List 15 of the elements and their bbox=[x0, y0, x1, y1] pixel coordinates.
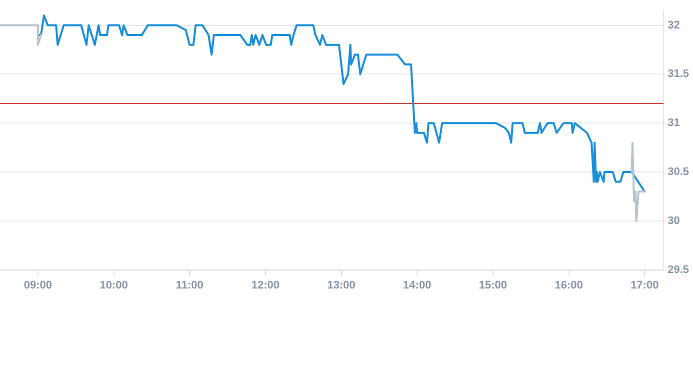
y-tick-label: 30 bbox=[668, 214, 680, 227]
x-tick-label: 15:00 bbox=[478, 279, 508, 292]
y-tick-label: 31.5 bbox=[668, 68, 690, 80]
x-tick-label: 13:00 bbox=[327, 279, 356, 292]
x-tick-label: 17:00 bbox=[630, 279, 659, 292]
x-tick-label: 10:00 bbox=[100, 279, 128, 292]
y-tick-label: 32 bbox=[668, 19, 680, 32]
x-tick-label: 09:00 bbox=[24, 279, 52, 292]
x-tick-label: 12:00 bbox=[251, 279, 280, 292]
x-tick-label: 11:00 bbox=[176, 279, 204, 292]
x-tick-label: 16:00 bbox=[554, 279, 583, 292]
x-tick-label: 14:00 bbox=[403, 279, 432, 292]
y-tick-label: 30.5 bbox=[668, 166, 690, 178]
y-tick-label: 29.5 bbox=[668, 264, 690, 276]
y-tick-label: 31 bbox=[668, 117, 680, 130]
